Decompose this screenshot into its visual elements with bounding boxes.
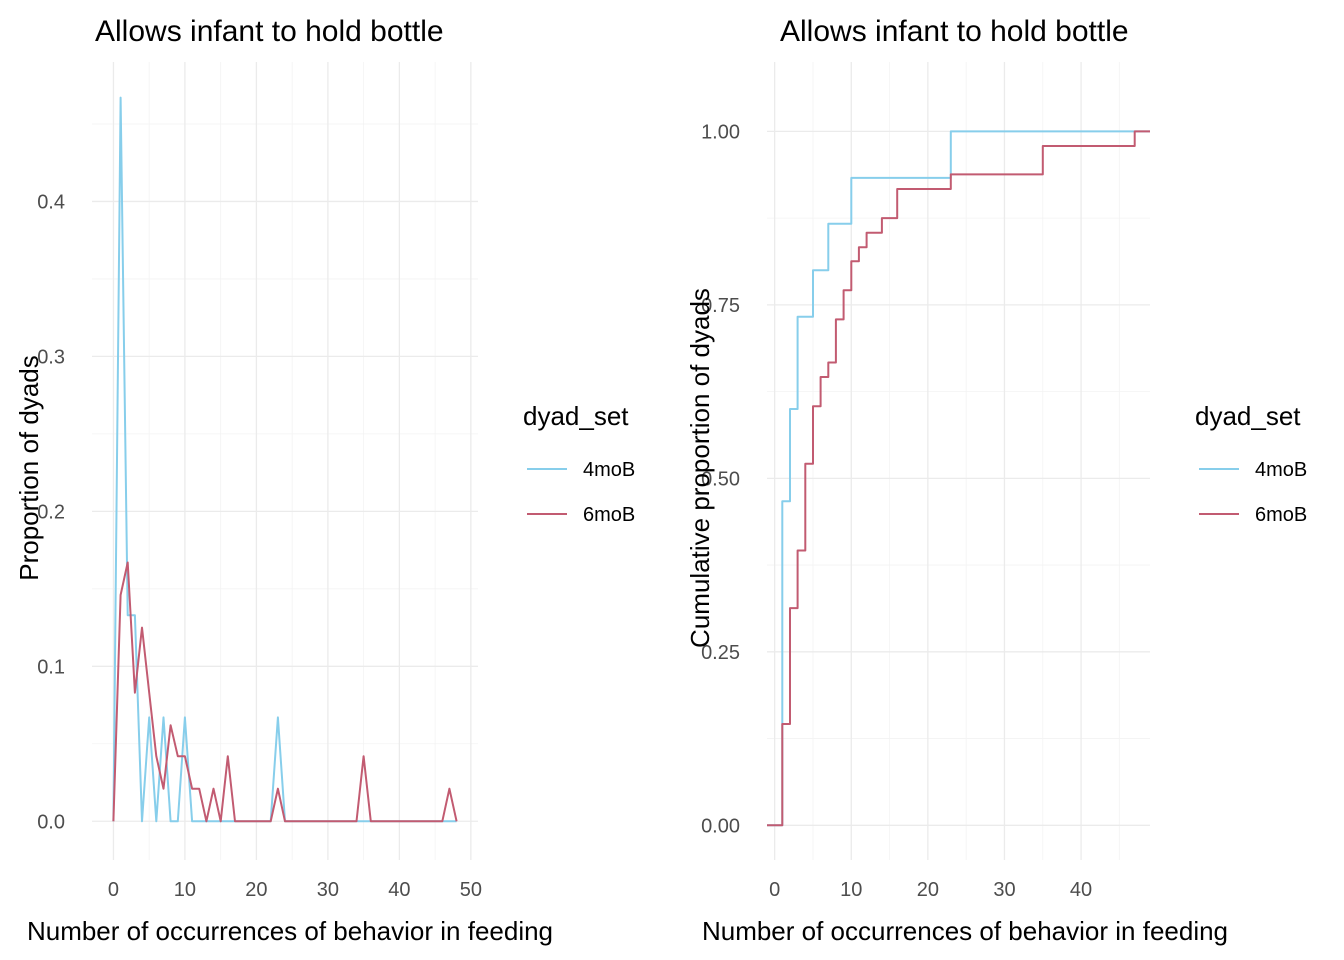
ecdf-series-6moB — [767, 130, 1150, 827]
ecdf-legend: dyad_set 4moB 6moB — [1195, 401, 1307, 526]
ecdf-panel: 0 10 20 30 40 0.00 0.25 0.50 0.75 1.00 Allows inf… — [685, 15, 1307, 946]
ecdf-legend-label-6moB: 6moB — [1255, 504, 1307, 526]
ecdf-grid — [767, 62, 1150, 860]
density-chart-title: Allows infant to hold bottle — [95, 15, 444, 48]
density-x-tick-label: 40 — [388, 879, 410, 901]
ecdf-legend-title: dyad_set — [1195, 401, 1301, 431]
density-series-4moB — [112, 96, 457, 823]
density-legend-label-4moB: 4moB — [583, 459, 635, 481]
ecdf-x-tick-label: 10 — [840, 879, 862, 901]
density-x-axis-title: Number of occurrences of behavior in fee… — [27, 916, 553, 946]
density-legend-label-6moB: 6moB — [583, 504, 635, 526]
density-x-tick-label: 20 — [245, 879, 267, 901]
density-x-tick-label: 30 — [317, 879, 339, 901]
density-lines — [112, 96, 458, 823]
density-ticks: 0 10 20 30 40 50 0.0 0.1 0.2 0.3 0.4 — [37, 191, 482, 901]
density-y-tick-label: 0.0 — [37, 811, 65, 833]
density-x-tick-label: 10 — [174, 879, 196, 901]
density-legend-title: dyad_set — [523, 401, 629, 431]
density-y-tick-label: 0.4 — [37, 191, 65, 213]
density-y-axis-title: Proportion of dyads — [14, 355, 44, 580]
ecdf-y-axis-title: Cumulative proportion of dyads — [685, 288, 715, 648]
ecdf-legend-label-4moB: 4moB — [1255, 459, 1307, 481]
ecdf-x-tick-label: 0 — [769, 879, 780, 901]
density-panel: 0 10 20 30 40 50 0.0 0.1 0.2 0.3 0.4 Allows infant… — [14, 15, 635, 946]
ecdf-x-tick-label: 40 — [1070, 879, 1092, 901]
density-x-tick-label: 0 — [108, 879, 119, 901]
ecdf-y-tick-label: 0.00 — [701, 815, 740, 837]
density-y-tick-label: 0.1 — [37, 656, 65, 678]
ecdf-chart-title: Allows infant to hold bottle — [780, 15, 1129, 48]
ecdf-y-tick-label: 0.50 — [701, 468, 740, 490]
density-x-tick-label: 50 — [460, 879, 482, 901]
density-y-tick-label: 0.3 — [37, 346, 65, 368]
density-series-6moB — [112, 561, 458, 823]
ecdf-y-tick-label: 0.25 — [701, 642, 740, 664]
ecdf-x-axis-title: Number of occurrences of behavior in fee… — [702, 916, 1228, 946]
ecdf-y-tick-label: 0.75 — [701, 295, 740, 317]
ecdf-series-4moB — [767, 130, 1150, 827]
ecdf-lines — [767, 130, 1150, 827]
ecdf-y-tick-label: 1.00 — [701, 121, 740, 143]
density-legend: dyad_set 4moB 6moB — [523, 401, 635, 526]
ecdf-x-tick-label: 20 — [917, 879, 939, 901]
ecdf-ticks: 0 10 20 30 40 0.00 0.25 0.50 0.75 1.00 — [701, 121, 1092, 901]
density-y-tick-label: 0.2 — [37, 501, 65, 523]
ecdf-x-tick-label: 30 — [993, 879, 1015, 901]
